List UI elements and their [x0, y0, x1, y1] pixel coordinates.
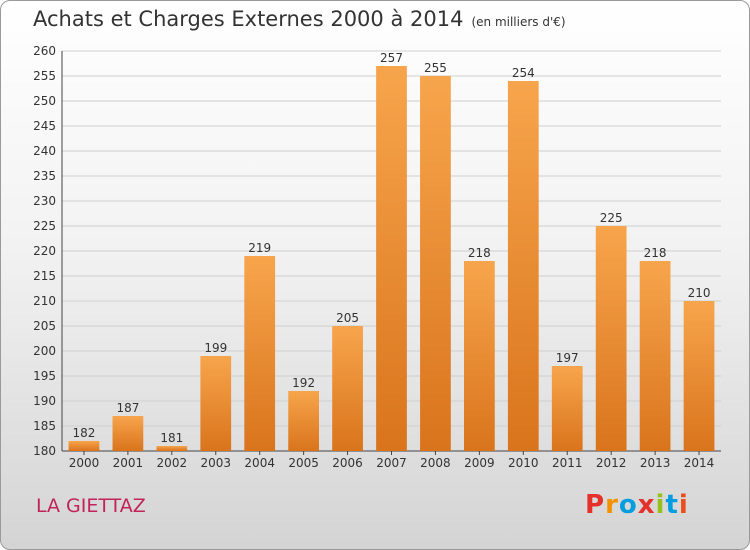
bar: [288, 391, 320, 451]
y-tick-label: 245: [33, 119, 56, 133]
x-tick-label: 2011: [552, 456, 583, 470]
bar-value-label: 192: [292, 376, 315, 390]
bar: [595, 226, 627, 451]
x-tick-label: 2010: [508, 456, 539, 470]
bar: [68, 441, 100, 451]
y-tick-label: 235: [33, 169, 56, 183]
logo-letter: r: [605, 490, 619, 520]
x-tick-label: 2007: [376, 456, 407, 470]
y-tick-label: 220: [33, 244, 56, 258]
bar-value-label: 210: [688, 286, 711, 300]
bar: [463, 261, 495, 451]
x-tick-label: 2002: [157, 456, 188, 470]
bar-value-label: 257: [380, 51, 403, 65]
x-tick-label: 2005: [288, 456, 319, 470]
y-tick-label: 205: [33, 319, 56, 333]
logo-letter: t: [665, 490, 679, 520]
bar: [244, 256, 276, 451]
y-tick-label: 240: [33, 144, 56, 158]
y-tick-label: 195: [33, 369, 56, 383]
bar-value-label: 218: [468, 246, 491, 260]
logo-letter: i: [678, 490, 689, 520]
chart-title-main: Achats et Charges Externes 2000 à 2014: [33, 7, 464, 31]
logo-letter: x: [637, 490, 656, 520]
bar-value-label: 218: [644, 246, 667, 260]
y-tick-label: 185: [33, 419, 56, 433]
bar-value-label: 205: [336, 311, 359, 325]
x-tick-label: 2003: [200, 456, 231, 470]
bar-value-label: 199: [204, 341, 227, 355]
bar-value-label: 187: [116, 401, 139, 415]
x-tick-label: 2008: [420, 456, 451, 470]
proxiti-logo[interactable]: Proxiti: [585, 490, 689, 520]
y-tick-label: 210: [33, 294, 56, 308]
bar-value-label: 182: [73, 426, 96, 440]
bar-value-label: 255: [424, 61, 447, 75]
x-tick-label: 2009: [464, 456, 495, 470]
bar: [156, 446, 188, 451]
y-tick-label: 225: [33, 219, 56, 233]
bar: [639, 261, 671, 451]
x-tick-label: 2006: [332, 456, 363, 470]
bar: [551, 366, 583, 451]
chart-title-unit: (en milliers d'€): [471, 15, 566, 29]
chart-title: Achats et Charges Externes 2000 à 2014 (e…: [33, 7, 566, 31]
bar-value-label: 197: [556, 351, 579, 365]
y-tick-label: 230: [33, 194, 56, 208]
x-tick-label: 2013: [640, 456, 671, 470]
bar-value-label: 225: [600, 211, 623, 225]
x-tick-label: 2014: [684, 456, 715, 470]
bar: [420, 76, 451, 451]
y-tick-label: 200: [33, 344, 56, 358]
bar-value-label: 254: [512, 66, 535, 80]
y-tick-label: 190: [33, 394, 56, 408]
bar-value-label: 181: [160, 431, 183, 445]
logo-letter: o: [618, 490, 638, 520]
y-tick-label: 250: [33, 94, 56, 108]
y-tick-label: 260: [33, 44, 56, 58]
x-tick-label: 2012: [596, 456, 627, 470]
x-tick-label: 2001: [113, 456, 144, 470]
y-tick-label: 180: [33, 444, 56, 458]
x-tick-label: 2004: [244, 456, 275, 470]
bar: [112, 416, 144, 451]
y-tick-label: 215: [33, 269, 56, 283]
bar-value-label: 219: [248, 241, 271, 255]
bar: [683, 301, 715, 451]
bar: [376, 66, 407, 451]
x-tick-label: 2000: [69, 456, 100, 470]
y-tick-label: 255: [33, 69, 56, 83]
logo-letter: i: [655, 490, 666, 520]
logo-letter: P: [585, 490, 606, 520]
bar: [200, 356, 232, 451]
bar: [332, 326, 363, 451]
bar: [507, 81, 539, 451]
commune-name: LA GIETTAZ: [36, 495, 146, 517]
